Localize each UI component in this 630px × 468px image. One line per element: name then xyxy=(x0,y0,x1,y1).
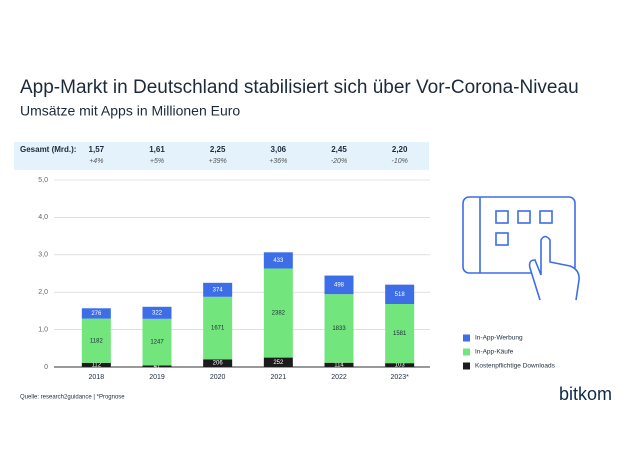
x-tick-label: 2018 xyxy=(89,374,105,381)
y-tick-label: 2,0 xyxy=(38,289,48,296)
value-label: 1833 xyxy=(332,326,346,332)
value-label: 114 xyxy=(334,362,344,368)
bar-segment xyxy=(263,357,293,367)
bar-segment xyxy=(385,304,415,364)
value-label: 206 xyxy=(213,361,224,367)
bar-segment xyxy=(81,308,111,319)
value-label: 252 xyxy=(273,360,284,366)
legend-swatch xyxy=(463,362,470,370)
totals-change: -20% xyxy=(331,158,347,165)
tablet-icon xyxy=(462,196,580,301)
y-tick-label: 4,0 xyxy=(38,214,48,221)
totals-label: Gesamt (Mrd.): xyxy=(20,145,76,154)
bar-segment xyxy=(203,359,233,367)
bar-segment xyxy=(142,306,172,319)
value-label: 276 xyxy=(91,311,102,317)
totals-band xyxy=(14,142,429,170)
totals-change: -10% xyxy=(391,158,407,165)
x-tick-label: 2020 xyxy=(210,374,226,381)
value-label: 433 xyxy=(273,258,284,264)
value-label: 518 xyxy=(395,292,406,298)
y-tick-label: 3,0 xyxy=(38,252,48,259)
x-tick-label: 2019 xyxy=(149,374,165,381)
value-label: 1581 xyxy=(393,331,407,337)
totals-value: 2,20 xyxy=(392,145,408,154)
bar-segment xyxy=(203,296,233,360)
totals-value: 1,57 xyxy=(89,145,105,154)
totals-change: +36% xyxy=(269,158,287,165)
bar-segment xyxy=(203,282,233,297)
brand-logo: bitkom xyxy=(559,384,612,404)
legend-label: In-App-Werbung xyxy=(475,335,523,342)
legend-label: In-App-Käufe xyxy=(475,349,514,356)
value-label: 1247 xyxy=(150,340,164,346)
bar-segment xyxy=(263,252,293,269)
totals-value: 2,25 xyxy=(210,145,226,154)
totals-change: +4% xyxy=(89,158,103,165)
bar-segment xyxy=(81,318,111,363)
source: Quelle: research2guidance | *Prognose xyxy=(20,395,125,401)
y-tick-label: 0 xyxy=(44,364,48,371)
bar-segment xyxy=(385,363,415,367)
value-label: 103 xyxy=(395,363,406,369)
totals-value: 2,45 xyxy=(331,145,347,154)
x-tick-label: 2021 xyxy=(271,374,287,381)
bar-segment xyxy=(81,362,111,367)
value-label: 374 xyxy=(213,287,224,293)
y-tick-label: 1,0 xyxy=(38,326,48,333)
bar-segment xyxy=(142,318,172,366)
bar-segment xyxy=(324,362,354,367)
legend-swatch xyxy=(463,334,470,342)
value-label: 498 xyxy=(334,282,345,288)
totals-change: +5% xyxy=(150,158,164,165)
totals-change: +39% xyxy=(209,158,227,165)
value-label: 322 xyxy=(152,310,163,316)
x-tick-label: 2022 xyxy=(331,374,347,381)
value-label: 1182 xyxy=(90,338,104,344)
bar-segment xyxy=(142,365,172,367)
bar-segment xyxy=(385,284,415,305)
totals-value: 3,06 xyxy=(271,145,287,154)
bar-segment xyxy=(263,268,293,358)
value-label: 112 xyxy=(92,362,102,368)
chart-title: App-Markt in Deutschland stabilisiert si… xyxy=(20,77,579,98)
x-tick-label: 2023* xyxy=(391,374,410,381)
value-label: 41 xyxy=(154,364,161,370)
value-label: 1671 xyxy=(211,326,225,332)
legend-swatch xyxy=(463,348,470,356)
bar-segment xyxy=(324,275,354,295)
chart-subtitle: Umsätze mit Apps in Millionen Euro xyxy=(20,103,240,119)
totals-value: 1,61 xyxy=(149,145,165,154)
bar-segment xyxy=(324,294,354,363)
value-label: 2382 xyxy=(272,311,286,317)
legend-label: Kostenpflichtige Downloads xyxy=(475,363,556,370)
y-tick-label: 5,0 xyxy=(38,177,48,184)
